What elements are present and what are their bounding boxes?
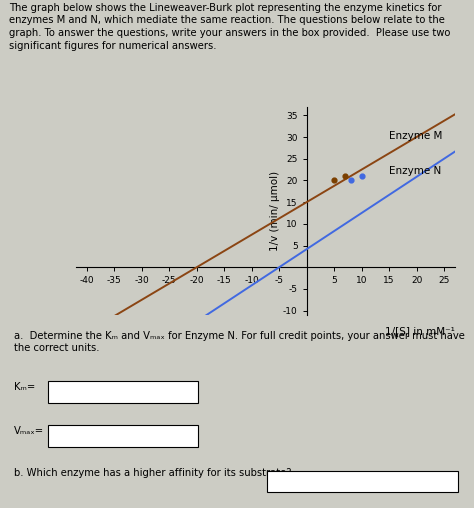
FancyBboxPatch shape (48, 381, 198, 403)
Y-axis label: 1/v (min/ μmol): 1/v (min/ μmol) (270, 171, 280, 251)
Text: The graph below shows the Lineweaver-Burk plot representing the enzyme kinetics : The graph below shows the Lineweaver-Bur… (9, 3, 451, 51)
Text: 1/[S] in mM⁻¹: 1/[S] in mM⁻¹ (385, 326, 455, 336)
Text: b. Which enzyme has a higher affinity for its substrate?: b. Which enzyme has a higher affinity fo… (14, 468, 292, 478)
Text: Enzyme M: Enzyme M (389, 132, 442, 141)
Text: Vₘₐₓ=: Vₘₐₓ= (14, 426, 44, 436)
FancyBboxPatch shape (48, 425, 198, 447)
Text: a.  Determine the Kₘ and Vₘₐₓ for Enzyme N. For full credit points, your answer : a. Determine the Kₘ and Vₘₐₓ for Enzyme … (14, 331, 465, 354)
Point (358, 172, 365, 180)
Text: Kₘ=: Kₘ= (14, 382, 35, 392)
Point (341, 172, 349, 180)
Point (330, 176, 338, 184)
Point (347, 176, 355, 184)
FancyBboxPatch shape (266, 470, 458, 492)
Text: Enzyme N: Enzyme N (389, 166, 441, 176)
